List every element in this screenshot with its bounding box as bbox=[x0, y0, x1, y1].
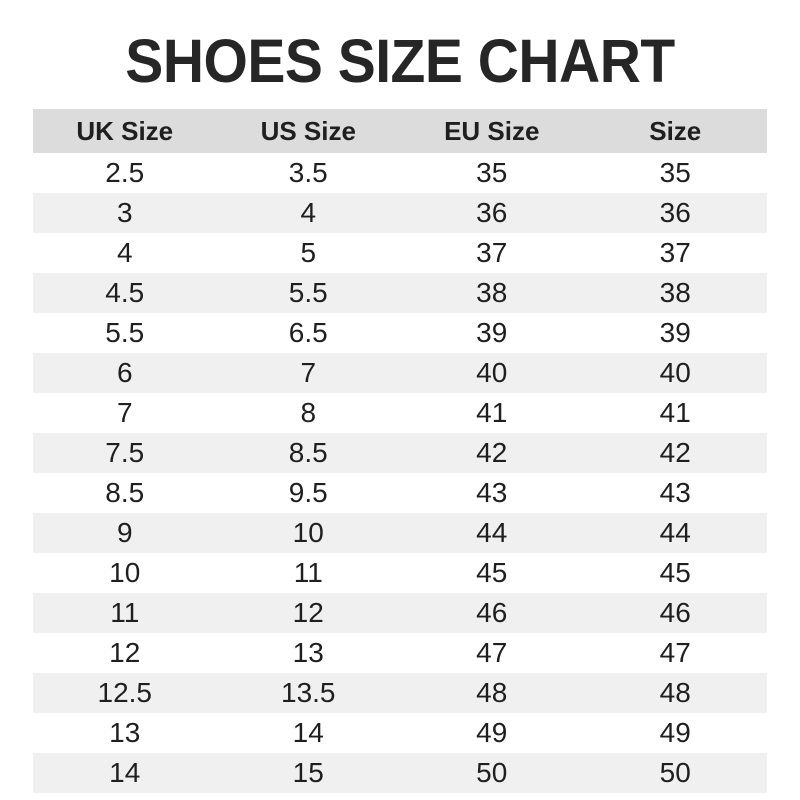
table-cell: 42 bbox=[659, 437, 691, 468]
table-cell: 11 bbox=[110, 597, 140, 628]
table-cell: 13.5 bbox=[281, 677, 336, 708]
table-cell: 44 bbox=[476, 517, 508, 548]
table-cell: 43 bbox=[476, 477, 508, 508]
table-row: 4 5 37 37 bbox=[33, 233, 767, 273]
table-cell: 14 bbox=[292, 717, 324, 748]
table-row: 3 4 36 36 bbox=[33, 193, 767, 233]
page-title: SHOES SIZE CHART bbox=[125, 27, 675, 97]
table-cell: 36 bbox=[476, 197, 508, 228]
table-cell: 11 bbox=[293, 557, 323, 588]
table-cell: 12.5 bbox=[97, 677, 153, 708]
column-header-size: Size bbox=[649, 115, 702, 146]
table-header: UK Size US Size EU Size Size bbox=[33, 109, 767, 153]
table-cell: 3.5 bbox=[288, 157, 328, 188]
table-row: 4.5 5.5 38 38 bbox=[33, 273, 767, 313]
table-cell: 6.5 bbox=[288, 317, 328, 348]
table-cell: 48 bbox=[476, 677, 508, 708]
table-cell: 7.5 bbox=[105, 437, 145, 468]
table-cell: 40 bbox=[659, 357, 691, 388]
table-cell: 5 bbox=[300, 237, 317, 268]
table-cell: 10 bbox=[292, 517, 324, 548]
table-cell: 13 bbox=[292, 637, 324, 668]
table-cell: 7 bbox=[300, 357, 317, 388]
table-cell: 13 bbox=[109, 717, 141, 748]
table-cell: 9.5 bbox=[288, 477, 328, 508]
table-cell: 10 bbox=[109, 557, 141, 588]
table-cell: 4.5 bbox=[105, 277, 145, 308]
table-row: 8.5 9.5 43 43 bbox=[33, 473, 767, 513]
table-row: 6 7 40 40 bbox=[33, 353, 767, 393]
table-cell: 12 bbox=[109, 637, 141, 668]
column-header-us-size: US Size bbox=[260, 115, 356, 146]
table-cell: 44 bbox=[659, 517, 691, 548]
table-cell: 4 bbox=[300, 197, 317, 228]
table-cell: 49 bbox=[659, 717, 691, 748]
table-cell: 15 bbox=[292, 757, 324, 788]
table-row: 9 10 44 44 bbox=[33, 513, 767, 553]
table-cell: 47 bbox=[476, 637, 508, 668]
table-cell: 36 bbox=[659, 197, 691, 228]
table-cell: 45 bbox=[476, 557, 508, 588]
table-cell: 2.5 bbox=[105, 157, 145, 188]
table-cell: 38 bbox=[659, 277, 691, 308]
table-cell: 46 bbox=[476, 597, 508, 628]
table-cell: 41 bbox=[659, 397, 691, 428]
table-cell: 47 bbox=[659, 637, 691, 668]
table-cell: 8 bbox=[300, 397, 317, 428]
table-cell: 50 bbox=[659, 757, 691, 788]
table-cell: 14 bbox=[109, 757, 141, 788]
table-row: 11 12 46 46 bbox=[33, 593, 767, 633]
table-cell: 46 bbox=[659, 597, 691, 628]
table-row: 7.5 8.5 42 42 bbox=[33, 433, 767, 473]
table-cell: 3 bbox=[116, 197, 133, 228]
table-cell: 49 bbox=[476, 717, 508, 748]
table-cell: 12 bbox=[292, 597, 324, 628]
table-cell: 38 bbox=[476, 277, 508, 308]
table-row: 13 14 49 49 bbox=[33, 713, 767, 753]
table-row: 12.5 13.5 48 48 bbox=[33, 673, 767, 713]
table-cell: 4 bbox=[116, 237, 133, 268]
table-cell: 41 bbox=[476, 397, 508, 428]
table-cell: 42 bbox=[476, 437, 508, 468]
table-cell: 8.5 bbox=[105, 477, 145, 508]
table-cell: 7 bbox=[116, 397, 133, 428]
column-header-eu-size: EU Size bbox=[444, 115, 540, 146]
table-row: 7 8 41 41 bbox=[33, 393, 767, 433]
column-header-uk-size: UK Size bbox=[76, 115, 174, 146]
table-body: 2.5 3.5 35 35 3 4 36 36 4 5 37 37 4.5 5.5 38 38 5.5 6.5 39… bbox=[33, 153, 767, 793]
table-cell: 39 bbox=[659, 317, 691, 348]
table-cell: 5.5 bbox=[288, 277, 328, 308]
table-cell: 43 bbox=[659, 477, 691, 508]
table-header-row: UK Size US Size EU Size Size bbox=[33, 109, 767, 153]
table-row: 10 11 45 45 bbox=[33, 553, 767, 593]
table-cell: 40 bbox=[476, 357, 508, 388]
table-cell: 48 bbox=[659, 677, 691, 708]
size-chart-table: UK Size US Size EU Size Size 2.5 3.5 35 35 3… bbox=[33, 109, 767, 793]
table-cell: 35 bbox=[659, 157, 691, 188]
table-row: 12 13 47 47 bbox=[33, 633, 767, 673]
table-cell: 9 bbox=[116, 517, 133, 548]
table-row: 5.5 6.5 39 39 bbox=[33, 313, 767, 353]
table-cell: 45 bbox=[659, 557, 691, 588]
table-cell: 8.5 bbox=[288, 437, 328, 468]
table-cell: 50 bbox=[476, 757, 508, 788]
table-cell: 35 bbox=[476, 157, 508, 188]
table-cell: 5.5 bbox=[105, 317, 145, 348]
table-cell: 6 bbox=[116, 357, 133, 388]
table-cell: 39 bbox=[476, 317, 508, 348]
table-row: 2.5 3.5 35 35 bbox=[33, 153, 767, 193]
table-row: 14 15 50 50 bbox=[33, 753, 767, 793]
table-cell: 37 bbox=[659, 237, 691, 268]
table-cell: 37 bbox=[476, 237, 508, 268]
